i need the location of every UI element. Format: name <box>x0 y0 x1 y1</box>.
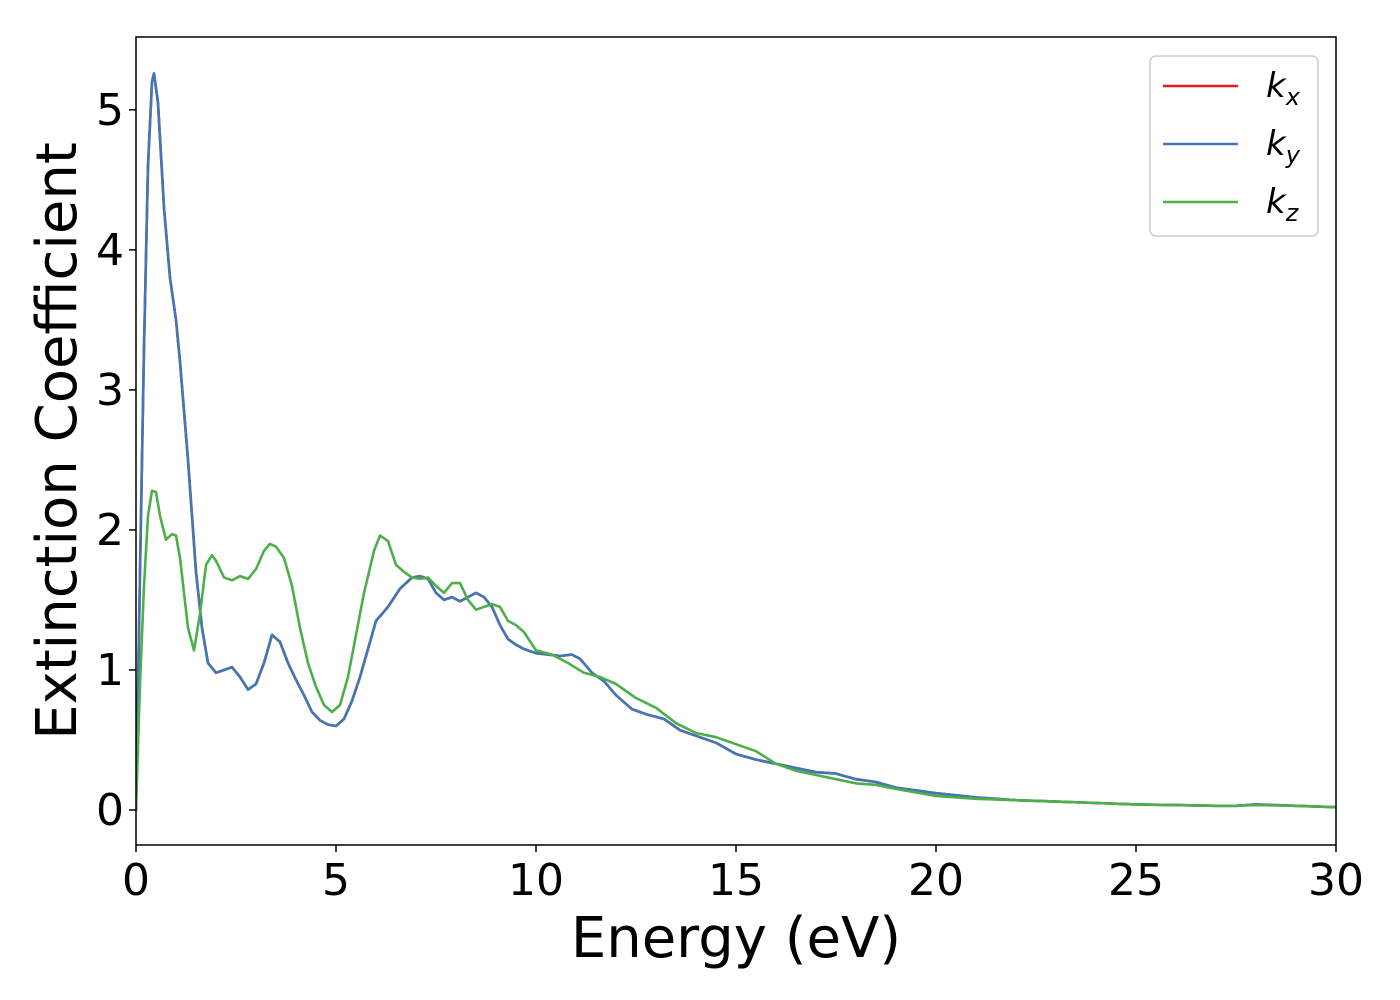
x-axis-ticks: 0 5 10 15 20 25 30 <box>122 845 1364 906</box>
legend: kx ky kz <box>1149 55 1319 237</box>
y-tick-label: 4 <box>96 225 124 276</box>
y-tick-label: 2 <box>96 505 124 556</box>
y-tick-label: 3 <box>96 365 124 416</box>
y-tick-label: 0 <box>96 785 124 836</box>
legend-label-ky: ky <box>1266 124 1301 169</box>
x-tick-label: 30 <box>1308 855 1364 906</box>
x-tick-label: 0 <box>122 855 150 906</box>
x-tick-label: 10 <box>508 855 564 906</box>
legend-frame <box>1149 55 1319 237</box>
x-tick-label: 15 <box>708 855 764 906</box>
y-axis-ticks: 0 1 2 3 4 5 <box>96 85 136 836</box>
series-line-kz <box>136 489 1336 812</box>
legend-label-kz: kz <box>1266 182 1300 227</box>
x-axis-label: Energy (eV) <box>571 906 901 971</box>
series-layer <box>136 72 1336 812</box>
series-line-ky <box>136 72 1336 812</box>
x-tick-label: 25 <box>1108 855 1164 906</box>
x-tick-label: 5 <box>322 855 350 906</box>
legend-label-kx: kx <box>1266 66 1301 111</box>
y-tick-label: 5 <box>96 85 124 136</box>
y-tick-label: 1 <box>96 645 124 696</box>
y-axis-label: Extinction Coefficient <box>25 142 90 740</box>
x-tick-label: 20 <box>908 855 964 906</box>
